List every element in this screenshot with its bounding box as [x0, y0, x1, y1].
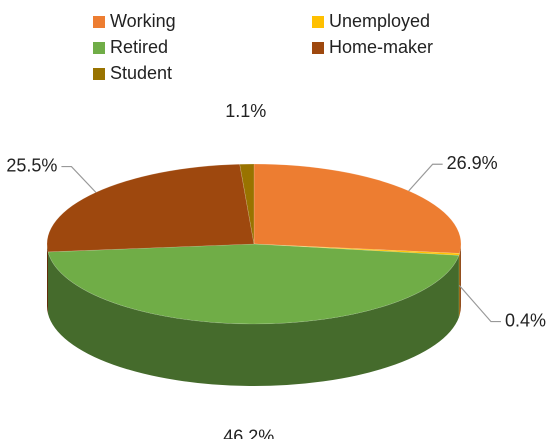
pie-slice	[47, 243, 460, 325]
leader-line	[61, 165, 97, 193]
leader-line	[458, 284, 501, 323]
pie-slice	[46, 163, 255, 253]
legend-swatch	[312, 16, 324, 28]
legend-label: Retired	[110, 37, 168, 57]
legend-label: Student	[110, 63, 172, 83]
data-label: 46.2%	[223, 427, 274, 439]
data-label: 25.5%	[6, 155, 57, 175]
data-label: 1.1%	[225, 101, 266, 121]
legend-label: Working	[110, 11, 176, 31]
data-label: 26.9%	[447, 153, 498, 173]
pie-slice	[253, 163, 462, 254]
pie-slice	[239, 163, 255, 245]
legend-label: Home-maker	[329, 37, 433, 57]
pie-side	[458, 253, 460, 318]
pie-side	[48, 251, 459, 386]
legend-swatch	[93, 68, 105, 80]
legend-swatch	[312, 42, 324, 54]
legend-label: Unemployed	[329, 11, 430, 31]
pie-side	[47, 244, 49, 314]
legend-swatch	[93, 42, 105, 54]
data-label: 0.4%	[505, 310, 546, 330]
legend-swatch	[93, 16, 105, 28]
pie-side	[459, 244, 461, 316]
leader-line	[408, 163, 443, 192]
pie-slice	[253, 243, 460, 256]
